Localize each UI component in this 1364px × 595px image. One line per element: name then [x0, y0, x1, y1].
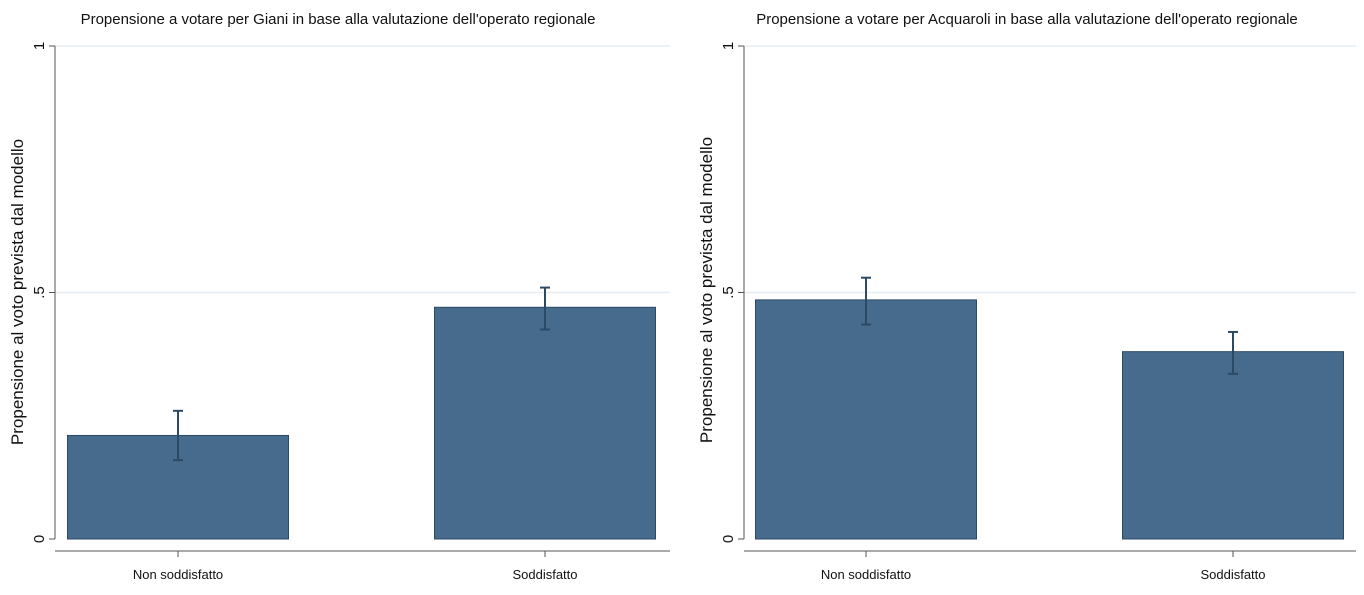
gridlines — [55, 45, 670, 294]
chart-panel-acquaroli: Propensione a votare per Acquaroli in ba… — [697, 11, 1356, 582]
chart-panel-giani: Propensione a votare per Giani in base a… — [8, 11, 670, 582]
y-tick-label: .5 — [31, 286, 48, 299]
x-tick-label: Non soddisfatto — [133, 567, 223, 582]
x-tick-labels: Non soddisfatto Soddisfatto — [821, 551, 1266, 582]
y-tick-label: 0 — [31, 535, 48, 543]
chart-title: Propensione a votare per Giani in base a… — [81, 11, 596, 28]
y-tick-label: 1 — [31, 42, 48, 50]
y-tick-label: .5 — [720, 286, 737, 299]
chart-title: Propensione a votare per Acquaroli in ba… — [756, 11, 1298, 28]
gridlines — [744, 45, 1356, 294]
y-ticks: 0.51 — [720, 42, 744, 543]
x-tick-label: Soddisfatto — [1200, 567, 1265, 582]
y-tick-label: 1 — [720, 42, 737, 50]
y-tick-label: 0 — [720, 535, 737, 543]
x-tick-label: Soddisfatto — [512, 567, 577, 582]
bars — [755, 276, 1344, 540]
y-ticks: 0.51 — [31, 42, 55, 543]
bars — [67, 286, 656, 540]
y-axis-label: Propensione al voto prevista dal modello — [8, 139, 27, 445]
bar — [1122, 351, 1344, 540]
x-tick-label: Non soddisfatto — [821, 567, 911, 582]
y-axis-label: Propensione al voto prevista dal modello — [697, 137, 716, 443]
x-tick-labels: Non soddisfatto Soddisfatto — [133, 551, 578, 582]
bar — [434, 306, 656, 540]
bar — [755, 299, 977, 540]
